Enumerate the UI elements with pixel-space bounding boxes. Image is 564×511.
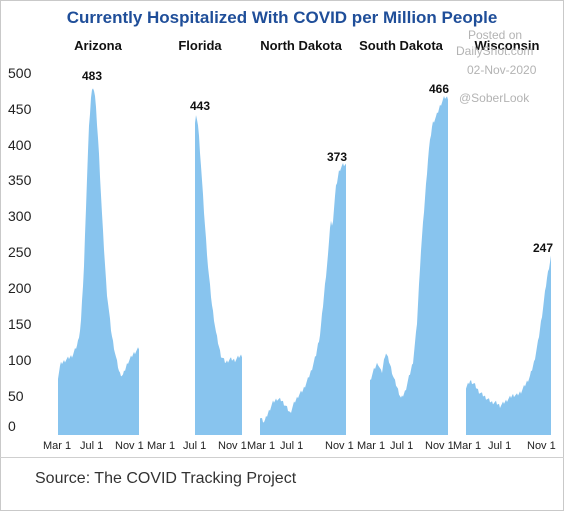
peak-label-arizona: 483 — [82, 69, 103, 83]
x-tick-label: Jul 1 — [183, 440, 207, 452]
x-tick-label: Jul 1 — [390, 440, 414, 452]
y-tick-label: 300 — [8, 208, 32, 224]
y-tick-label: 150 — [8, 316, 32, 332]
series-area-wisconsin — [466, 255, 551, 435]
x-tick-label: Nov 1 — [218, 440, 247, 452]
panel-label-arizona: Arizona — [74, 38, 122, 53]
x-tick-label: Mar 1 — [453, 440, 482, 452]
y-tick-label: 400 — [8, 137, 32, 153]
panel-label-florida: Florida — [178, 38, 222, 53]
x-tick-label: Mar 1 — [357, 440, 386, 452]
watermark-date: 02-Nov-2020 — [467, 63, 537, 77]
x-tick-label: Nov 1 — [527, 440, 556, 452]
source-divider — [0, 457, 564, 458]
x-tick-label: Nov 1 — [115, 440, 144, 452]
x-tick-label: Mar 1 — [247, 440, 276, 452]
y-tick-label: 500 — [8, 65, 32, 81]
y-tick-label: 350 — [8, 172, 32, 188]
watermark-site: DailyShot.com — [456, 44, 534, 58]
y-tick-label: 50 — [8, 388, 24, 404]
peak-label-north-dakota: 373 — [327, 150, 348, 164]
peak-label-wisconsin: 247 — [533, 241, 554, 255]
series-area-south-dakota — [370, 95, 448, 436]
y-tick-label: 100 — [8, 352, 32, 368]
y-tick-label: 0 — [8, 418, 16, 434]
x-tick-label: Jul 1 — [80, 440, 104, 452]
watermark-posted-on: Posted on — [468, 28, 523, 42]
y-tick-label: 250 — [8, 244, 32, 260]
x-tick-label: Nov 1 — [325, 440, 354, 452]
y-tick-label: 200 — [8, 280, 32, 296]
y-tick-label: 450 — [8, 101, 32, 117]
panel-label-south-dakota: South Dakota — [359, 38, 443, 53]
x-tick-label: Mar 1 — [147, 440, 176, 452]
chart-title: Currently Hospitalized With COVID per Mi… — [66, 8, 498, 27]
x-tick-label: Mar 1 — [43, 440, 72, 452]
peak-label-florida: 443 — [190, 99, 211, 113]
panel-label-wisconsin: Wisconsin — [474, 38, 540, 53]
series-area-florida — [195, 115, 242, 435]
series-area-arizona — [58, 88, 139, 436]
panel-label-north-dakota: North Dakota — [260, 38, 342, 53]
x-tick-label: Jul 1 — [280, 440, 304, 452]
watermark-handle: @SoberLook — [459, 91, 530, 105]
series-area-north-dakota — [260, 163, 346, 435]
peak-label-south-dakota: 466 — [429, 82, 450, 96]
x-tick-label: Nov 1 — [425, 440, 454, 452]
x-tick-label: Jul 1 — [488, 440, 512, 452]
source-note: Source: The COVID Tracking Project — [35, 470, 297, 487]
